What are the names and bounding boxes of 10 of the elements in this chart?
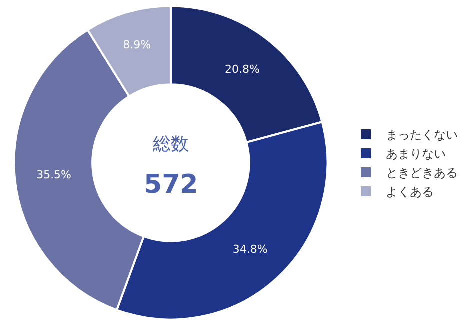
- text: 総数: [152, 134, 189, 155]
- data-label: 34.8%: [232, 243, 268, 256]
- legend-label: よくある: [386, 185, 434, 200]
- legend-label: あまりない: [386, 147, 446, 162]
- data-label: 8.9%: [123, 38, 152, 52]
- legend-label: ときどきある: [386, 166, 458, 180]
- data-label: 35.5%: [36, 168, 72, 182]
- data-label: 20.8%: [224, 63, 260, 76]
- legend-label: まったくない: [386, 128, 458, 142]
- text: 572: [144, 170, 198, 200]
